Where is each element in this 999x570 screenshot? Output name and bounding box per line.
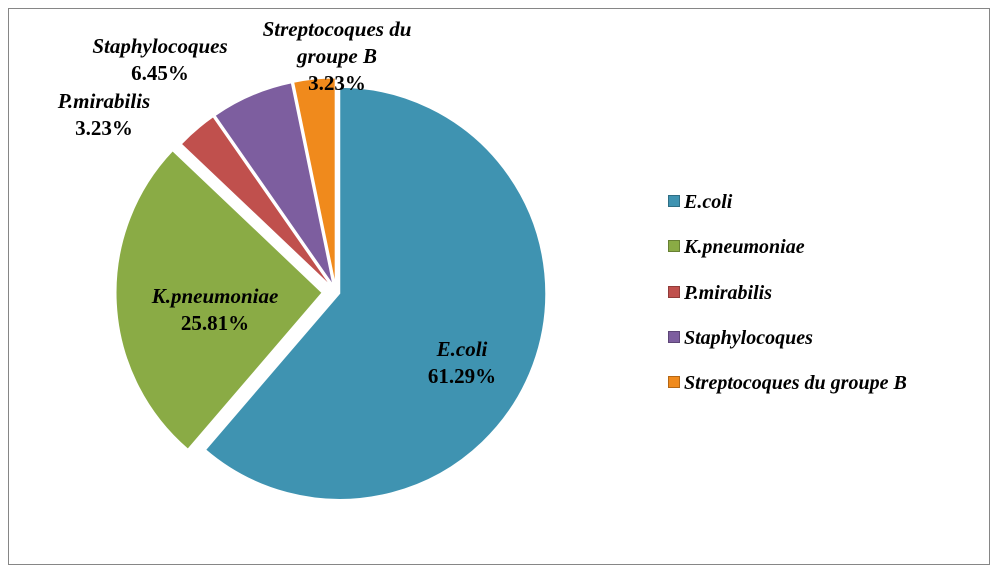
pie-slice	[180, 116, 332, 287]
pie-slice	[293, 77, 336, 285]
legend-item: K.pneumoniae	[668, 236, 805, 258]
slice-label: P.mirabilis 3.23%	[58, 88, 150, 142]
legend-label: P.mirabilis	[684, 282, 772, 304]
legend-label: K.pneumoniae	[684, 236, 805, 258]
slice-label-name: E.coli	[436, 337, 488, 361]
slice-label: K.pneumoniae 25.81%	[152, 283, 279, 337]
legend-swatch	[668, 286, 680, 298]
legend-swatch	[668, 240, 680, 252]
slice-label-value: 25.81%	[180, 311, 250, 335]
legend-label: E.coli	[684, 191, 733, 213]
legend-swatch	[668, 376, 680, 388]
slice-label-value: 61.29%	[427, 364, 497, 388]
pie-slice	[214, 82, 334, 285]
slice-label: Streptocoques du groupe B 3.23%	[262, 16, 412, 97]
legend-swatch	[668, 195, 680, 207]
pie-slice	[115, 150, 323, 450]
slice-label-name: Streptocoques du groupe B	[262, 17, 412, 68]
pie-slice	[204, 86, 547, 500]
slice-label: E.coli 61.29%	[428, 336, 496, 390]
slice-label-name: P.mirabilis	[57, 89, 151, 113]
slice-label-value: 3.23%	[308, 71, 366, 95]
legend-item: E.coli	[668, 191, 732, 213]
legend-label: Streptocoques du groupe B	[684, 372, 907, 394]
legend-item: Staphylocoques	[668, 327, 813, 349]
legend-item: Streptocoques du groupe B	[668, 372, 907, 394]
legend-swatch	[668, 331, 680, 343]
legend-item: P.mirabilis	[668, 282, 772, 304]
slice-label-name: Staphylocoques	[92, 34, 228, 58]
slice-label-value: 6.45%	[131, 61, 189, 85]
slice-label-name: K.pneumoniae	[151, 284, 279, 308]
slice-label-value: 3.23%	[75, 116, 133, 140]
slice-label: Staphylocoques 6.45%	[92, 33, 227, 87]
legend-label: Staphylocoques	[684, 327, 813, 349]
